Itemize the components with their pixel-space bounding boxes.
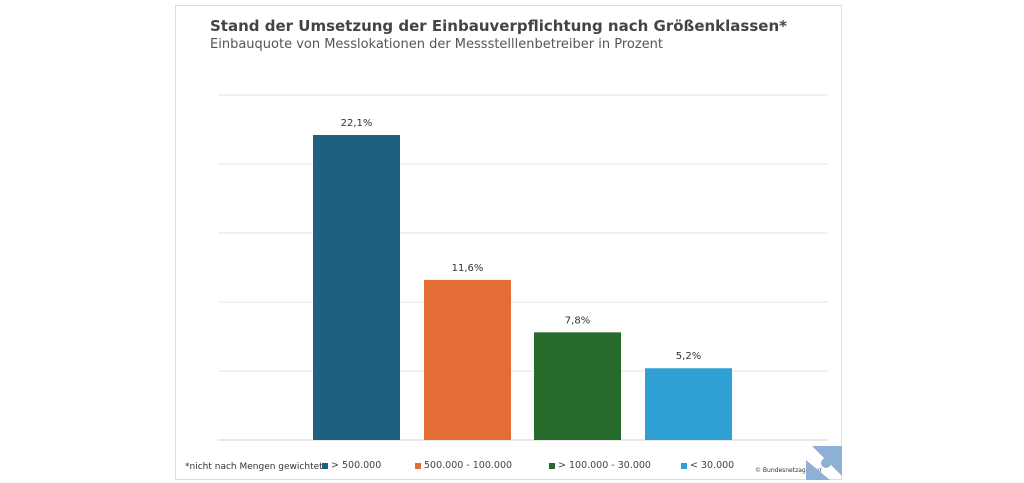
bar (534, 332, 621, 440)
legend-item: > 500.000 (322, 460, 381, 471)
legend-swatch (415, 462, 421, 469)
bar (313, 135, 400, 440)
chart-frame (175, 5, 842, 480)
bundesnetzagentur-logo (806, 446, 842, 480)
legend-swatch (549, 462, 555, 469)
legend-item: > 100.000 - 30.000 (549, 460, 651, 471)
legend-label: < 30.000 (690, 460, 735, 471)
footnote: *nicht nach Mengen gewichtet (185, 462, 323, 472)
chart-subtitle: Einbauquote von Messlokationen der Messs… (210, 37, 664, 52)
bar (645, 368, 732, 440)
data-label: 11,6% (452, 263, 484, 274)
bar (424, 279, 511, 440)
legend-swatch (322, 462, 328, 469)
chart-title: Stand der Umsetzung der Einbauverpflicht… (210, 17, 787, 35)
legend-item: 500.000 - 100.000 (415, 460, 512, 471)
legend-item: < 30.000 (681, 460, 734, 471)
data-label: 7,8% (565, 315, 590, 326)
legend-label: > 500.000 (331, 460, 382, 471)
copyright: © Bundesnetzagentur (755, 467, 822, 474)
data-label: 5,2% (676, 351, 701, 362)
data-label: 22,1% (341, 118, 373, 129)
legend-swatch (681, 462, 687, 469)
legend-label: > 100.000 - 30.000 (558, 460, 651, 471)
legend-label: 500.000 - 100.000 (424, 460, 513, 471)
